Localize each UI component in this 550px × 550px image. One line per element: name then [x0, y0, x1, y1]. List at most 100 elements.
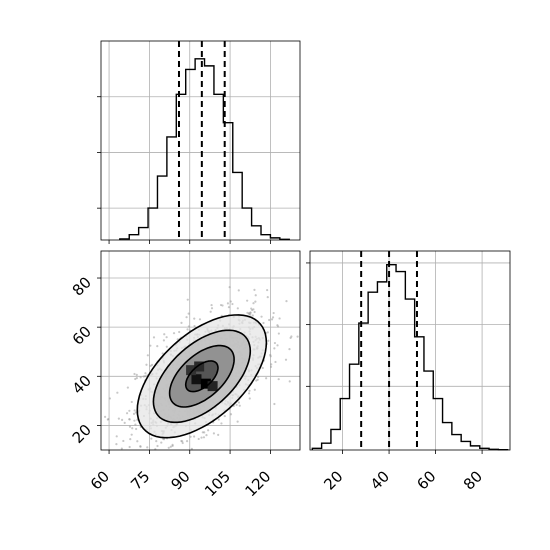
scatter-point	[277, 332, 280, 335]
scatter-y-tick-label: 80	[69, 273, 95, 299]
scatter-point	[133, 372, 136, 376]
scatter-point	[252, 302, 255, 305]
scatter-point	[262, 321, 265, 325]
scatter-point	[161, 352, 164, 355]
scatter-point	[178, 330, 181, 334]
scatter-point	[207, 429, 210, 432]
scatter-point	[165, 336, 168, 339]
scatter-point	[266, 331, 269, 334]
scatter-point	[277, 378, 280, 381]
scatter-point	[236, 307, 239, 310]
scatter-point	[261, 366, 264, 370]
scatter-point	[156, 444, 159, 448]
scatter-point	[120, 447, 123, 450]
scatter-point	[285, 299, 288, 303]
scatter-point	[185, 316, 188, 319]
scatter-point	[130, 433, 133, 436]
scatter-point	[246, 311, 249, 314]
scatter-point	[272, 311, 275, 315]
scatter-point	[145, 363, 148, 366]
scatter-point	[180, 439, 183, 443]
scatter-point	[253, 310, 256, 314]
scatter-point	[202, 436, 206, 439]
scatter-point	[121, 418, 124, 421]
scatter-point	[270, 363, 273, 366]
scatter-point	[209, 310, 212, 313]
scatter-point	[289, 336, 292, 339]
scatter-point	[276, 344, 279, 347]
scatter-point	[248, 397, 251, 400]
density-cell	[191, 374, 202, 385]
joint-scatter-panel: 60 75 90 105 120 20 40 60 80	[69, 250, 301, 500]
scatter-point	[128, 445, 131, 449]
scatter-point	[152, 336, 156, 339]
scatter-point	[169, 445, 172, 448]
scatter-frame	[100, 250, 301, 451]
contour-line	[152, 329, 252, 424]
scatter-point	[235, 403, 238, 406]
scatter-point	[135, 376, 138, 380]
contour-line	[136, 314, 268, 439]
scatter-point	[187, 312, 190, 315]
contour-line	[184, 360, 219, 393]
scatter-point	[257, 375, 260, 378]
scatter-point	[223, 414, 226, 418]
hist-x-histogram-step	[119, 58, 290, 240]
hist-y-x-tick-label: 40	[367, 467, 393, 493]
scatter-point	[139, 445, 142, 448]
scatter-point	[128, 425, 132, 428]
scatter-point	[278, 317, 281, 320]
scatter-point	[116, 391, 119, 394]
scatter-point	[266, 288, 269, 292]
contour-line	[168, 344, 235, 408]
scatter-point	[115, 435, 118, 438]
scatter-point	[186, 298, 189, 301]
hist-y-x-tick-label: 60	[413, 467, 439, 493]
scatter-point	[274, 360, 277, 364]
scatter-point	[253, 288, 256, 292]
scatter-point	[125, 412, 129, 415]
scatter-point	[273, 347, 276, 350]
scatter-point	[135, 373, 138, 376]
scatter-point	[115, 443, 118, 446]
density-cell	[194, 361, 205, 372]
scatter-point	[296, 335, 299, 338]
scatter-point	[251, 314, 254, 317]
scatter-point	[203, 431, 206, 434]
scatter-point	[193, 324, 196, 328]
scatter-point	[265, 377, 268, 380]
scatter-point	[126, 386, 129, 389]
scatter-point	[221, 304, 224, 307]
scatter-point	[162, 339, 165, 342]
scatter-point	[231, 302, 234, 306]
scatter-point	[269, 355, 272, 358]
scatter-point	[186, 328, 189, 331]
scatter-point	[155, 440, 158, 443]
scatter-point	[249, 313, 252, 316]
scatter-point	[131, 427, 134, 430]
scatter-point	[212, 432, 216, 435]
scatter-point	[129, 438, 132, 441]
scatter-point	[238, 404, 241, 407]
scatter-point	[133, 409, 136, 412]
scatter-point	[176, 338, 179, 341]
scatter-point	[146, 446, 149, 449]
scatter-point	[288, 348, 291, 351]
scatter-point	[130, 400, 133, 404]
scatter-point	[267, 339, 270, 342]
density-cell	[200, 378, 211, 389]
scatter-point	[165, 345, 168, 348]
scatter-y-tick-label: 40	[69, 372, 95, 398]
scatter-point	[171, 443, 174, 447]
scatter-point	[217, 433, 220, 436]
scatter-point	[181, 441, 184, 445]
scatter-point	[167, 446, 170, 449]
scatter-point	[246, 299, 249, 302]
scatter-x-tick-label: 75	[127, 467, 153, 493]
scatter-point	[254, 294, 257, 297]
scatter-point	[136, 440, 139, 443]
scatter-point	[273, 402, 276, 406]
scatter-point	[217, 418, 220, 421]
scatter-point	[288, 380, 291, 383]
scatter-point	[146, 354, 149, 357]
